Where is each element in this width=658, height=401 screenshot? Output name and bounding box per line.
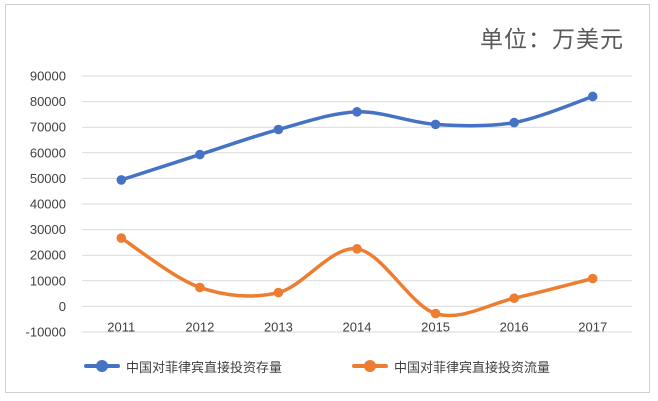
data-point	[195, 149, 205, 160]
y-tick-label: 20000	[30, 248, 66, 263]
data-point	[352, 244, 362, 254]
y-tick-label: 40000	[30, 197, 66, 212]
y-tick-label: 50000	[30, 171, 66, 186]
x-tick-label: 2015	[421, 319, 450, 334]
y-tick-label: 30000	[30, 222, 66, 237]
data-point	[195, 282, 205, 293]
y-axis-tick-labels: 90000 80000 70000 60000 50000 40000 30000 20000…	[26, 69, 66, 340]
legend-label-stock: 中国对菲律宾直接投资存量	[126, 360, 283, 376]
legend-label-flow: 中国对菲律宾直接投资流量	[394, 360, 551, 376]
data-point	[116, 233, 127, 243]
chart-frame	[5, 4, 650, 393]
data-point	[116, 175, 127, 185]
data-point	[509, 293, 519, 304]
y-tick-label: 70000	[30, 120, 66, 135]
x-tick-label: 2012	[185, 319, 214, 334]
data-point	[587, 91, 598, 102]
y-tick-label: 80000	[30, 94, 66, 109]
legend-item-stock: 中国对菲律宾直接投资存量	[84, 354, 282, 378]
y-tick-label: 0	[59, 299, 66, 314]
y-tick-label: 10000	[30, 273, 66, 288]
legend-swatch-stock	[84, 358, 120, 374]
data-point	[587, 273, 598, 284]
legend-swatch-flow	[352, 358, 388, 374]
data-point	[430, 119, 441, 130]
series-1	[116, 233, 598, 319]
data-point	[430, 308, 441, 319]
x-tick-label: 2013	[264, 319, 293, 334]
series-0	[116, 91, 598, 185]
series-lines	[116, 91, 598, 319]
gridlines	[82, 75, 632, 333]
x-axis-tick-labels: 2011 2012 2013 2014 2015 2016 2017	[107, 319, 607, 334]
x-tick-label: 2014	[343, 319, 372, 334]
data-point	[273, 287, 284, 298]
y-tick-label: 60000	[30, 145, 66, 160]
x-tick-label: 2017	[578, 319, 607, 334]
data-point	[509, 117, 519, 128]
y-tick-label: -10000	[26, 325, 66, 340]
legend: 中国对菲律宾直接投资存量 中国对菲律宾直接投资流量	[0, 354, 658, 378]
unit-label: 单位：万美元	[480, 27, 624, 53]
data-point	[352, 107, 362, 117]
data-point	[273, 124, 284, 135]
x-tick-label: 2011	[107, 319, 135, 334]
x-tick-label: 2016	[500, 319, 529, 334]
legend-item-flow: 中国对菲律宾直接投资流量	[352, 354, 550, 378]
y-tick-label: 90000	[30, 69, 66, 84]
